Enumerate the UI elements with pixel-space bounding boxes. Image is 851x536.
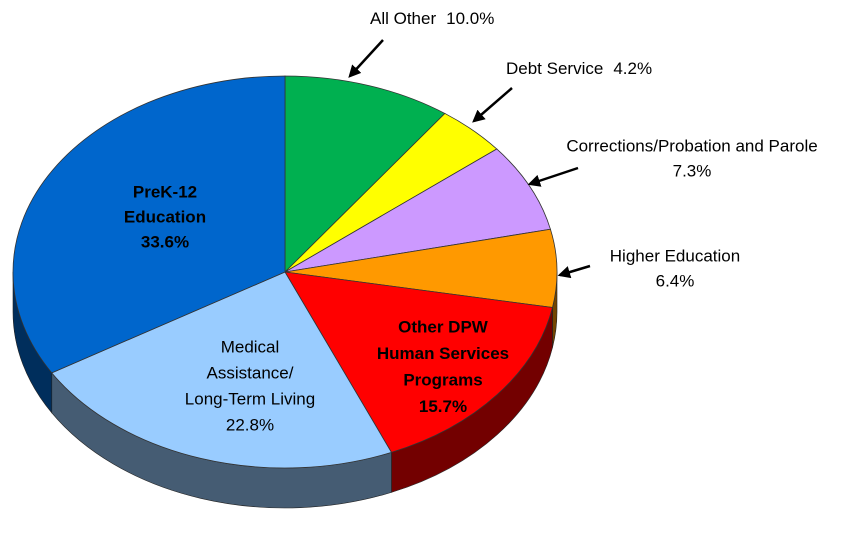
category-name: Programs — [403, 370, 482, 389]
slice-label: All Other 10.0% — [370, 9, 494, 28]
category-name: PreK-12 — [133, 182, 197, 201]
arrow — [472, 87, 513, 123]
slice — [284, 271, 553, 453]
category-name: Higher Education — [610, 246, 740, 265]
category-name: Debt Service — [506, 59, 603, 78]
slice — [12, 75, 286, 374]
labels: All Other 10.0% Debt Service 4.2% Correction… — [124, 9, 818, 434]
value-label: 33.6% — [141, 232, 189, 251]
category-name: Education — [124, 207, 206, 226]
category-name: All Other — [370, 9, 436, 28]
value-label: 6.4% — [656, 271, 695, 290]
arrow — [557, 264, 591, 279]
pie — [12, 75, 558, 509]
value-label: 15.7% — [419, 397, 467, 416]
slice-label: Debt Service 4.2% — [506, 59, 652, 78]
slice — [284, 75, 446, 273]
category-name: Long-Term Living — [185, 389, 315, 408]
category-name: Corrections/Probation and Parole — [566, 136, 817, 155]
arrow — [527, 166, 579, 187]
value-label: 4.2% — [613, 59, 652, 78]
value-label: 10.0% — [446, 9, 494, 28]
category-name: Human Services — [377, 344, 509, 363]
category-name: Medical — [221, 337, 280, 356]
category-name: Other DPW — [398, 317, 489, 336]
slice — [51, 271, 393, 469]
value-label: 22.8% — [226, 415, 274, 434]
value-label: 7.3% — [673, 161, 712, 180]
category-name: Assistance/ — [207, 363, 294, 382]
arrow — [348, 39, 384, 78]
slice — [284, 148, 551, 273]
